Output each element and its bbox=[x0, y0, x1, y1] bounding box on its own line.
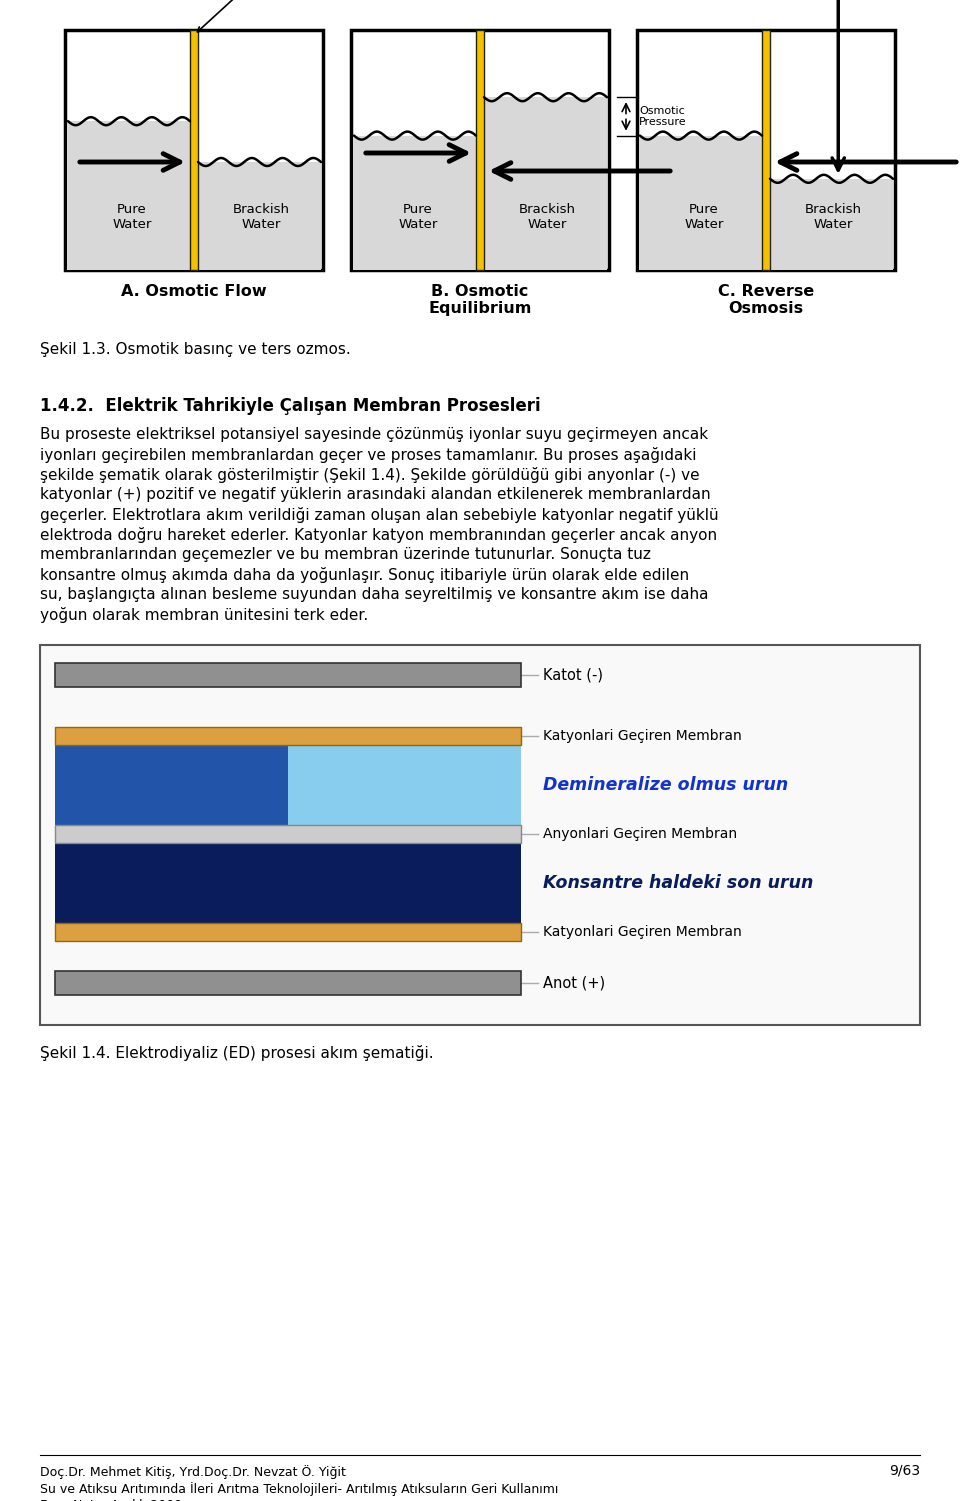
Text: elektroda doğru hareket ederler. Katyonlar katyon membranından geçerler ancak an: elektroda doğru hareket ederler. Katyonl… bbox=[40, 527, 717, 543]
Text: Semipermeable
Membrane: Semipermeable Membrane bbox=[198, 0, 307, 32]
Text: katyonlar (+) pozitif ve negatif yüklerin arasındaki alandan etkilenerek membran: katyonlar (+) pozitif ve negatif yükleri… bbox=[40, 486, 710, 501]
Bar bbox=[55, 826, 521, 844]
Text: Brackish
Water: Brackish Water bbox=[232, 203, 290, 231]
Text: geçerler. Elektrotlara akım verildiği zaman oluşan alan sebebiyle katyonlar nega: geçerler. Elektrotlara akım verildiği za… bbox=[40, 507, 719, 522]
Text: Bu proseste elektriksel potansiyel sayesinde çözünmüş iyonlar suyu geçirmeyen an: Bu proseste elektriksel potansiyel sayes… bbox=[40, 426, 708, 441]
Bar bbox=[55, 923, 521, 941]
Text: Anot (+): Anot (+) bbox=[543, 976, 606, 991]
Bar bbox=[67, 122, 191, 270]
Text: Katyonlari Geçiren Membran: Katyonlari Geçiren Membran bbox=[543, 729, 742, 743]
Text: Ders Notu, Aralık 2009: Ders Notu, Aralık 2009 bbox=[40, 1499, 182, 1501]
Bar bbox=[40, 645, 920, 1025]
Text: şekilde şematik olarak gösterilmiştir (Şekil 1.4). Şekilde görüldüğü gibi anyonl: şekilde şematik olarak gösterilmiştir (Ş… bbox=[40, 467, 700, 483]
Text: su, başlangıçta alınan besleme suyundan daha seyreltilmiş ve konsantre akım ise : su, başlangıçta alınan besleme suyundan … bbox=[40, 587, 708, 602]
Bar bbox=[476, 30, 484, 270]
Bar bbox=[637, 30, 895, 270]
Text: konsantre olmuş akımda daha da yoğunlaşır. Sonuç itibariyle ürün olarak elde edi: konsantre olmuş akımda daha da yoğunlaşı… bbox=[40, 567, 689, 582]
Text: Doç.Dr. Mehmet Kitiş, Yrd.Doç.Dr. Nevzat Ö. Yiğit: Doç.Dr. Mehmet Kitiş, Yrd.Doç.Dr. Nevzat… bbox=[40, 1465, 346, 1478]
Bar bbox=[639, 135, 763, 270]
Text: Anyonlari Geçiren Membran: Anyonlari Geçiren Membran bbox=[543, 827, 737, 841]
Text: Su ve Atıksu Arıtımında İleri Arıtma Teknolojileri- Arıtılmış Atıksuların Geri K: Su ve Atıksu Arıtımında İleri Arıtma Tek… bbox=[40, 1481, 559, 1496]
Bar bbox=[197, 162, 321, 270]
Bar bbox=[55, 744, 521, 826]
Text: Pure
Water: Pure Water bbox=[684, 203, 724, 231]
Text: A. Osmotic Flow: A. Osmotic Flow bbox=[121, 284, 267, 299]
Bar bbox=[55, 726, 521, 744]
Text: iyonları geçirebilen membranlardan geçer ve proses tamamlanır. Bu proses aşağıda: iyonları geçirebilen membranlardan geçer… bbox=[40, 447, 697, 462]
Text: yoğun olarak membran ünitesini terk eder.: yoğun olarak membran ünitesini terk eder… bbox=[40, 606, 369, 623]
Text: membranlarından geçemezler ve bu membran üzerinde tutunurlar. Sonuçta tuz: membranlarından geçemezler ve bu membran… bbox=[40, 546, 651, 561]
Bar bbox=[65, 30, 323, 270]
Text: Konsantre haldeki son urun: Konsantre haldeki son urun bbox=[543, 874, 814, 892]
Bar bbox=[353, 135, 477, 270]
Text: C. Reverse
Osmosis: C. Reverse Osmosis bbox=[718, 284, 814, 317]
Text: Brackish
Water: Brackish Water bbox=[804, 203, 861, 231]
Text: Şekil 1.3. Osmotik basınç ve ters ozmos.: Şekil 1.3. Osmotik basınç ve ters ozmos. bbox=[40, 342, 350, 357]
Bar bbox=[762, 30, 770, 270]
Bar bbox=[769, 179, 893, 270]
Bar bbox=[483, 98, 607, 270]
Text: Pure
Water: Pure Water bbox=[398, 203, 438, 231]
Text: 9/63: 9/63 bbox=[889, 1463, 920, 1477]
Text: Brackish
Water: Brackish Water bbox=[518, 203, 576, 231]
Text: Katot (-): Katot (-) bbox=[543, 668, 604, 683]
Bar bbox=[288, 744, 521, 826]
Bar bbox=[55, 663, 521, 687]
Bar bbox=[190, 30, 198, 270]
Bar bbox=[55, 844, 521, 923]
Text: Pure
Water: Pure Water bbox=[112, 203, 152, 231]
Text: B. Osmotic
Equilibrium: B. Osmotic Equilibrium bbox=[428, 284, 532, 317]
Text: Katyonlari Geçiren Membran: Katyonlari Geçiren Membran bbox=[543, 925, 742, 940]
Bar bbox=[351, 30, 609, 270]
Bar bbox=[55, 971, 521, 995]
Text: Şekil 1.4. Elektrodiyaliz (ED) prosesi akım şematiği.: Şekil 1.4. Elektrodiyaliz (ED) prosesi a… bbox=[40, 1045, 434, 1061]
Text: 1.4.2.  Elektrik Tahrikiyle Çalışan Membran Prosesleri: 1.4.2. Elektrik Tahrikiyle Çalışan Membr… bbox=[40, 396, 540, 414]
Text: Demineralize olmus urun: Demineralize olmus urun bbox=[543, 776, 789, 794]
Text: Osmotic
Pressure: Osmotic Pressure bbox=[639, 105, 686, 128]
